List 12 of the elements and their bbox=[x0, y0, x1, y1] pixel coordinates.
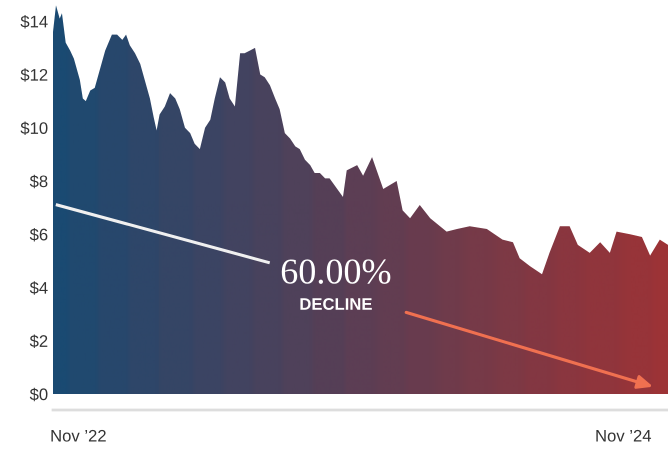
x-tick-label: Nov ’24 bbox=[596, 430, 652, 442]
y-tick-label: $10 bbox=[20, 121, 48, 135]
annotation: DECLINE bbox=[300, 298, 372, 310]
y-tick-label: $8 bbox=[30, 174, 48, 188]
x-tick-label: Nov ’22 bbox=[51, 430, 106, 442]
y-tick-label: $4 bbox=[30, 281, 48, 295]
y-tick-label: $6 bbox=[30, 228, 48, 242]
y-tick-label: $14 bbox=[20, 15, 48, 28]
y-tick-label: $0 bbox=[30, 388, 48, 402]
y-tick-label: $2 bbox=[30, 334, 48, 348]
y-tick-label: $12 bbox=[20, 68, 48, 82]
annotation: 60.00% bbox=[282, 259, 390, 284]
